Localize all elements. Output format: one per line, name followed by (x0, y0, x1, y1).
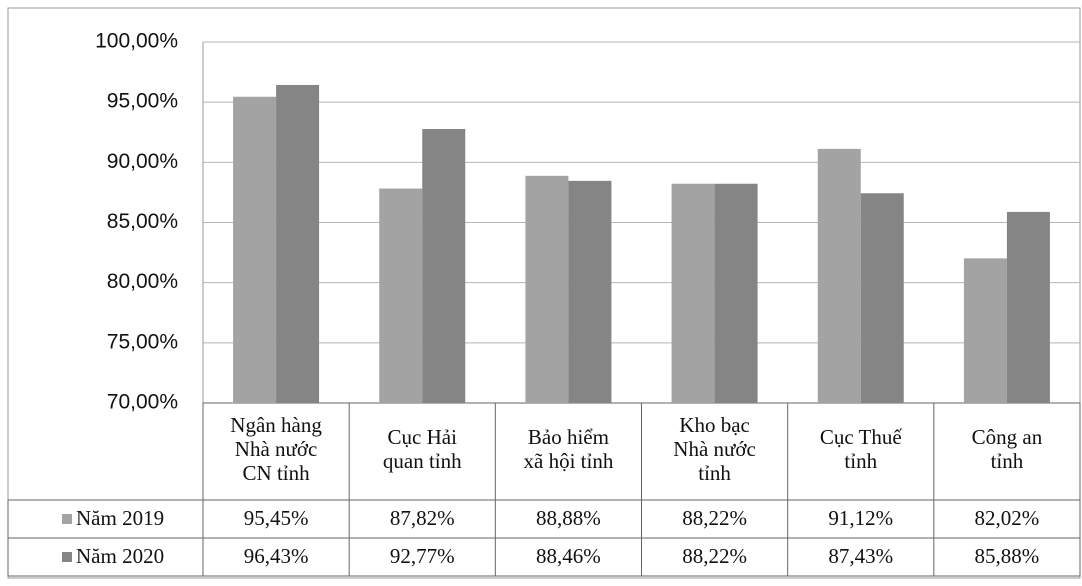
y-tick-label: 100,00% (95, 30, 178, 53)
bar (671, 183, 715, 403)
bar (422, 129, 466, 403)
y-tick-label: 90,00% (107, 150, 178, 173)
bar (276, 84, 320, 404)
bar (379, 188, 423, 403)
value-label: 91,12% (828, 506, 893, 530)
value-label: 87,43% (828, 544, 893, 568)
value-label: 85,88% (975, 544, 1040, 568)
value-label: 88,22% (682, 544, 747, 568)
bar (817, 148, 861, 403)
value-label: 87,82% (390, 506, 455, 530)
x-tick-label: Cục Thuế tỉnh (820, 425, 903, 473)
value-label: 88,88% (536, 506, 601, 530)
value-label: 95,45% (244, 506, 309, 530)
y-tick-label: 85,00% (107, 210, 178, 233)
x-tick-label: Ngân hàng Nhà nước CN tỉnh (230, 413, 322, 485)
value-label: 92,77% (390, 544, 455, 568)
y-tick-label: 70,00% (107, 391, 178, 414)
y-tick-label: 95,00% (107, 90, 178, 113)
x-tick-label: Bảo hiểm xã hội tỉnh (524, 425, 614, 473)
legend-label: Năm 2020 (76, 544, 164, 568)
bar (860, 193, 904, 403)
legend-label: Năm 2019 (76, 506, 164, 530)
legend-swatch (62, 552, 72, 562)
x-tick-label: Kho bạc Nhà nước tỉnh (673, 413, 756, 485)
x-tick-label: Cục Hải quan tỉnh (383, 425, 462, 473)
legend-swatch (62, 514, 72, 524)
value-label: 96,43% (244, 544, 309, 568)
value-label: 88,46% (536, 544, 601, 568)
x-tick-label: Công an tỉnh (972, 425, 1043, 473)
bar (233, 96, 277, 404)
value-label: 88,22% (682, 506, 747, 530)
bar (963, 258, 1007, 403)
y-tick-label: 75,00% (107, 330, 178, 353)
bar (568, 180, 612, 403)
y-tick-label: 80,00% (107, 270, 178, 293)
chart-frame (7, 7, 1081, 579)
bar (714, 183, 758, 403)
value-label: 82,02% (975, 506, 1040, 530)
bar (1006, 211, 1050, 403)
bar (525, 175, 569, 403)
